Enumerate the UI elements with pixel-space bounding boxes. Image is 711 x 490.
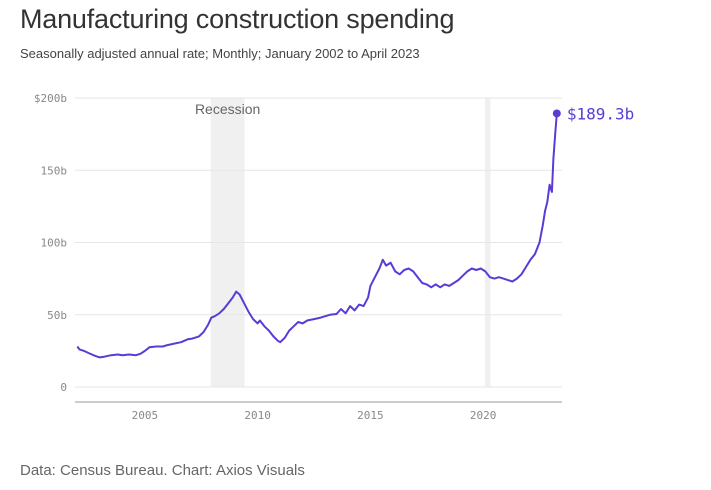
recession-label: Recession — [195, 101, 260, 117]
x-tick-label: 2005 — [132, 409, 159, 422]
gridlines — [75, 97, 562, 388]
series-line-0 — [76, 113, 558, 359]
line-chart: 0 50b 100b 150b $200b 2005 2010 2015 2020 Reces… — [34, 92, 634, 422]
y-tick-label: 0 — [60, 381, 67, 394]
y-tick-label: 100b — [41, 237, 68, 250]
y-tick-label: 150b — [41, 164, 68, 177]
chart-title: Manufacturing construction spending — [20, 4, 455, 34]
y-tick-label: $200b — [34, 92, 67, 105]
source-note: Data: Census Bureau. Chart: Axios Visual… — [20, 462, 305, 479]
y-axis: 0 50b 100b 150b $200b — [34, 92, 67, 394]
x-axis: 2005 2010 2015 2020 — [75, 401, 562, 422]
chart-subtitle: Seasonally adjusted annual rate; Monthly… — [20, 46, 420, 61]
end-point — [552, 109, 561, 118]
end-value-label: $189.3b — [567, 104, 634, 123]
x-tick-label: 2020 — [470, 409, 497, 422]
annotations: Recession — [195, 101, 260, 117]
series-lines: $189.3b — [76, 104, 634, 359]
y-tick-label: 50b — [47, 309, 67, 322]
x-tick-label: 2010 — [244, 409, 271, 422]
x-tick-label: 2015 — [357, 409, 384, 422]
